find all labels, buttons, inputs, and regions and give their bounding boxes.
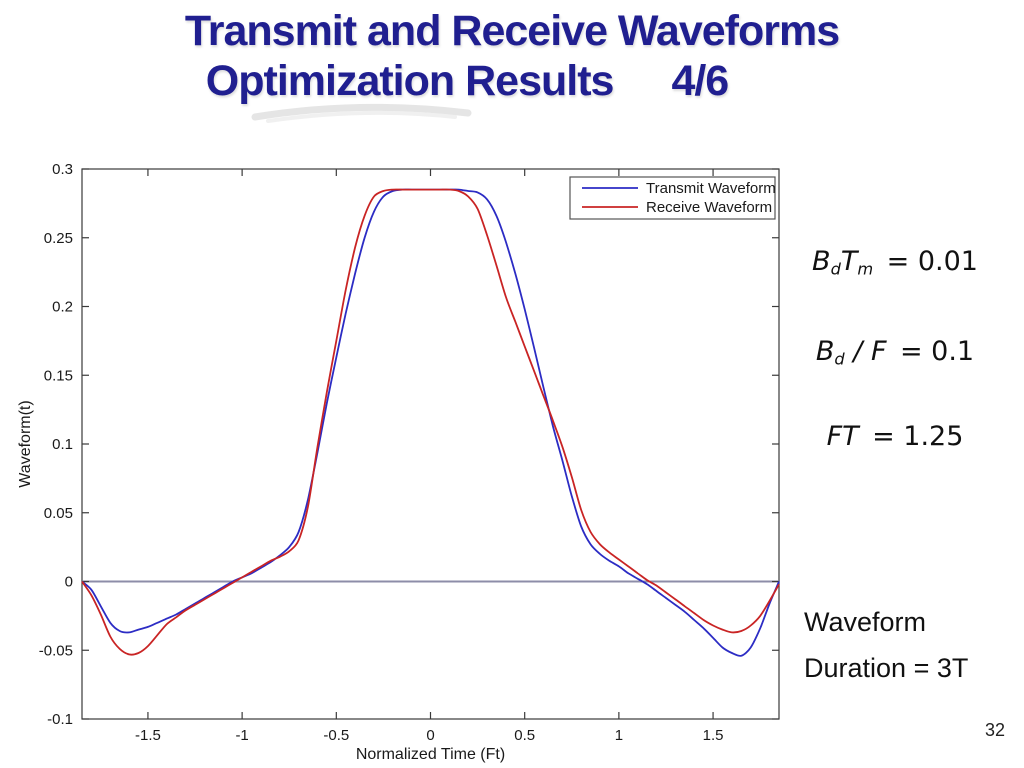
formula-segment: B [815, 336, 835, 367]
x-tick-label: 1.5 [703, 727, 724, 744]
legend-box [569, 176, 776, 220]
x-tick-label: -1.5 [135, 727, 161, 744]
axis-ticks [82, 168, 779, 720]
x-tick-label: -0.5 [323, 727, 349, 744]
curve-receive-waveform [81, 188, 780, 656]
formula-segment: m [857, 259, 874, 279]
formula-segment: / [844, 336, 871, 367]
duration-line-2: Duration = 3T [804, 645, 968, 691]
x-axis-label: Normalized Time (Ft) [356, 746, 505, 763]
y-axis-label: Waveform(t) [17, 400, 34, 487]
formula-segment: B [812, 246, 831, 277]
y-tick-label: 0.3 [52, 161, 73, 178]
formula-segment: T [951, 653, 969, 683]
y-tick-label: 0 [65, 574, 73, 591]
formula-bdtm: BdTm = 0.01 [788, 246, 1002, 279]
formula-ft: FT = 1.25 [788, 421, 1002, 452]
title-line-2-row: Optimization Results 4/6 [0, 56, 979, 106]
y-tick-label: 0.15 [44, 367, 73, 384]
x-tick-label: -1 [235, 727, 248, 744]
x-tick-label: 1 [615, 727, 623, 744]
y-tick-label: -0.1 [47, 711, 73, 728]
formula-bd-over-f: Bd / F = 0.1 [788, 336, 1002, 369]
y-tick-label: 0.05 [44, 505, 73, 522]
axes-box [81, 168, 780, 720]
formula-segment: Waveform [804, 607, 927, 637]
formula-segment: F [870, 336, 887, 367]
formula-segment: = 0.01 [873, 246, 978, 277]
title-page-fraction: 4/6 [671, 57, 729, 105]
legend-label: Receive Waveform [646, 199, 772, 216]
title-line-1: Transmit and Receive Waveforms [184, 7, 840, 55]
waveform-duration-note: Waveform Duration = 3T [804, 599, 968, 691]
title-swoosh-decoration [251, 103, 472, 123]
formula-segment: = 1.25 [858, 421, 964, 452]
y-tick-label: 0.2 [52, 299, 73, 316]
formula-segment: = 0.1 [886, 336, 975, 367]
legend-label: Transmit Waveform [646, 180, 776, 197]
y-tick-label: 0.25 [44, 230, 73, 247]
y-tick-label: -0.05 [39, 642, 73, 659]
formula-segment: d [834, 349, 845, 369]
page-number: 32 [984, 720, 1006, 740]
x-tick-label: 0 [426, 727, 434, 744]
chart-legend: Transmit Waveform Receive Waveform [569, 176, 776, 220]
y-tick-label: 0.1 [52, 436, 73, 453]
tick-labels: -1.5 -1 -0.5 0 0.5 1 1.5 -0.1 -0.05 0 0.05 0.1 0.15 0… [39, 161, 724, 744]
slide-title: Transmit and Receive Waveforms Optimizat… [0, 6, 1024, 106]
duration-line-1: Waveform [804, 599, 968, 645]
title-line-2: Optimization Results [205, 57, 615, 105]
formula-segment: Duration [804, 653, 907, 683]
x-tick-label: 0.5 [514, 727, 535, 744]
formula-segment: T [840, 246, 858, 277]
formula-segment: FT [826, 421, 859, 452]
formula-segment: = 3 [906, 653, 952, 683]
formula-segment: d [830, 259, 841, 279]
